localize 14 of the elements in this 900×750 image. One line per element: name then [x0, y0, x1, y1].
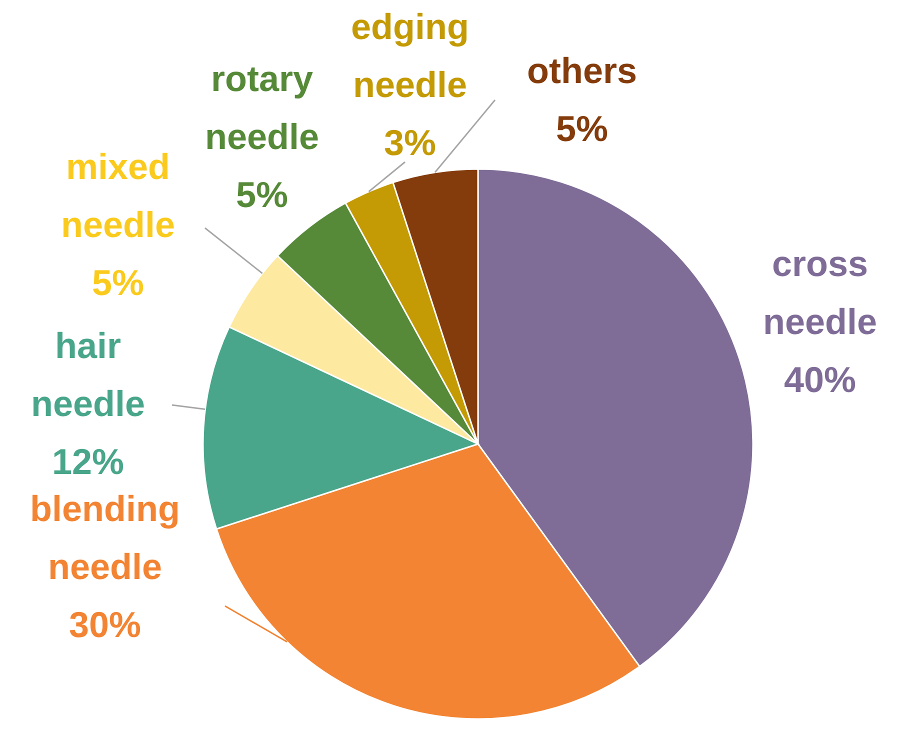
data-label: 5%: [236, 174, 288, 215]
data-label: 12%: [52, 441, 124, 482]
slice-label: others: [526, 50, 638, 91]
slice-label: hair needle: [30, 325, 146, 424]
data-label: 5%: [556, 108, 608, 149]
slice-label: rotary needle: [204, 58, 320, 157]
slice-label: cross needle: [762, 243, 878, 342]
data-label: 40%: [784, 359, 856, 400]
data-label: 3%: [384, 122, 436, 163]
data-label: 30%: [68, 604, 142, 645]
slice-label: mixed needle: [60, 146, 176, 245]
slice-label: blending needle: [30, 488, 180, 587]
slice-label: edging needle: [351, 6, 469, 105]
data-label: 5%: [92, 262, 144, 303]
